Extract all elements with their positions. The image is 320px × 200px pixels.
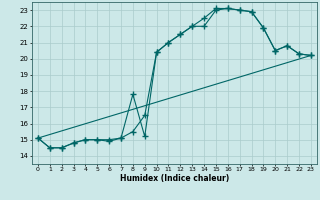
X-axis label: Humidex (Indice chaleur): Humidex (Indice chaleur) xyxy=(120,174,229,183)
